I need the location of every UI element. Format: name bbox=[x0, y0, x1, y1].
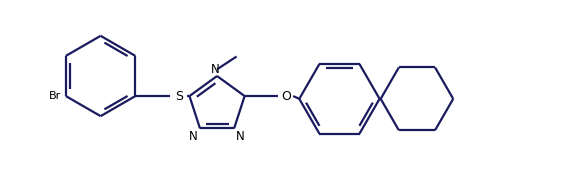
Text: O: O bbox=[281, 90, 291, 103]
Text: N: N bbox=[189, 130, 197, 143]
Text: Br: Br bbox=[49, 91, 62, 101]
Text: N: N bbox=[236, 130, 245, 143]
Text: S: S bbox=[175, 90, 183, 103]
Text: N: N bbox=[210, 63, 219, 76]
